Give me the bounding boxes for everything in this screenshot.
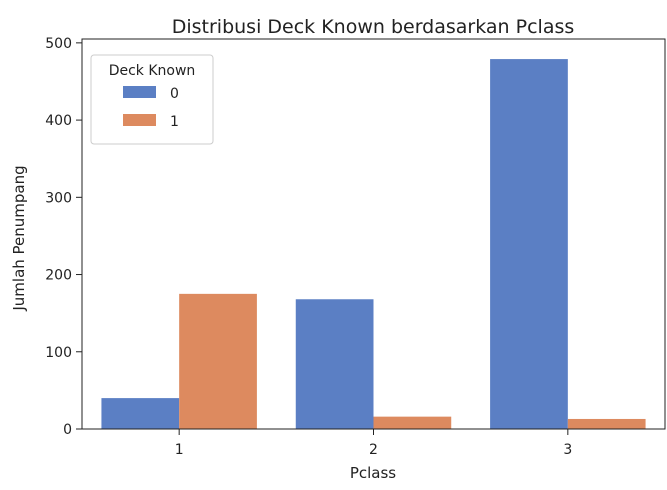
legend: Deck Known 0 1 (90, 54, 214, 145)
legend-label-0: 0 (170, 86, 179, 102)
bar-series-1-pclass-3 (567, 418, 646, 429)
legend-box (90, 54, 214, 145)
y-tick-label: 500 (45, 36, 72, 52)
y-tick-label: 100 (45, 345, 72, 361)
bar-series-0-pclass-2 (295, 299, 374, 429)
x-axis-ticks: 1 2 3 (175, 429, 572, 458)
legend-label-1: 1 (170, 114, 179, 130)
x-tick-label: 1 (175, 442, 184, 458)
bar-series-0-pclass-1 (101, 398, 180, 429)
bar-series-1-pclass-2 (373, 416, 452, 429)
x-axis-label: Pclass (350, 464, 396, 482)
y-tick-label: 400 (45, 113, 72, 129)
y-tick-label: 200 (45, 268, 72, 284)
legend-swatch-0 (123, 86, 156, 98)
y-axis-ticks: 0 100 200 300 400 500 (45, 36, 82, 438)
plot-frame (81, 38, 666, 430)
y-axis-label: Jumlah Penumpang (10, 165, 28, 311)
bar-series-0-pclass-3 (490, 59, 568, 429)
legend-swatch-1 (123, 114, 156, 126)
legend-title: Deck Known (109, 63, 196, 79)
x-tick-label: 2 (369, 442, 378, 458)
y-tick-label: 0 (63, 422, 72, 438)
bar-series-1-pclass-1 (179, 293, 257, 429)
bars-group (101, 59, 646, 429)
chart-title: Distribusi Deck Known berdasarkan Pclass (172, 16, 575, 38)
y-tick-label: 300 (45, 190, 72, 206)
x-tick-label: 3 (563, 442, 572, 458)
